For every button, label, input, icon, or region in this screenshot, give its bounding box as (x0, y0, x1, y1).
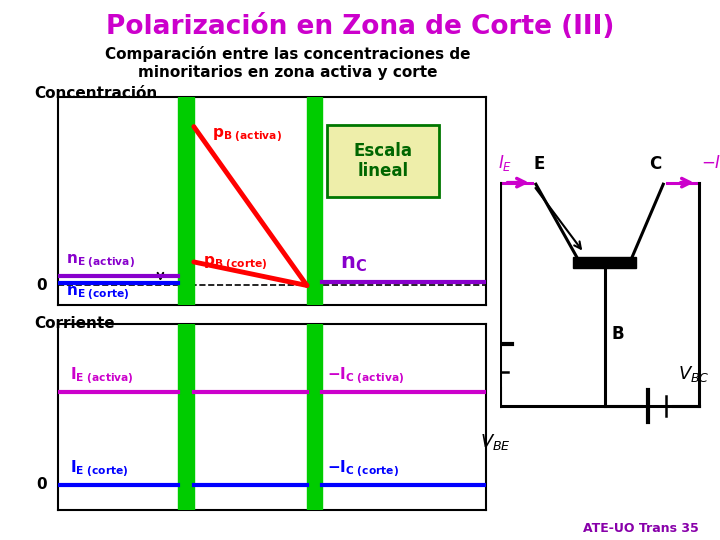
FancyBboxPatch shape (328, 125, 439, 197)
Text: $\mathbf{n_C}$: $\mathbf{n_C}$ (341, 254, 367, 274)
Text: Escala
lineal: Escala lineal (354, 141, 413, 180)
Text: $\mathbf{p_{B\ (activa)}}$: $\mathbf{p_{B\ (activa)}}$ (212, 127, 282, 145)
Text: $I_E$: $I_E$ (498, 153, 513, 173)
Text: ATE-UO Trans 35: ATE-UO Trans 35 (582, 522, 698, 535)
Bar (307, 97, 323, 305)
Text: $\mathbf{I_{E\ (activa)}}$: $\mathbf{I_{E\ (activa)}}$ (71, 365, 134, 387)
Text: C: C (649, 155, 661, 173)
Text: $\mathbf{I_{E\ (corte)}}$: $\mathbf{I_{E\ (corte)}}$ (71, 458, 129, 480)
Text: 0: 0 (36, 278, 47, 293)
Bar (307, 324, 323, 510)
Bar (179, 324, 194, 510)
Text: $V_{BE}$: $V_{BE}$ (480, 431, 510, 451)
Text: $-I_C$: $-I_C$ (701, 153, 720, 173)
Bar (574, 257, 636, 268)
Text: E: E (534, 155, 545, 173)
Text: B: B (611, 325, 624, 343)
Text: $\mathbf{p_{B\ (corte)}}$: $\mathbf{p_{B\ (corte)}}$ (203, 254, 268, 273)
Text: 0: 0 (36, 477, 47, 492)
Bar (179, 97, 194, 305)
Text: $\mathbf{-I_{C\ (corte)}}$: $\mathbf{-I_{C\ (corte)}}$ (328, 458, 400, 480)
Text: $V_{BC}$: $V_{BC}$ (678, 364, 710, 384)
Text: Comparación entre las concentraciones de: Comparación entre las concentraciones de (105, 46, 471, 62)
Text: Polarización en Zona de Corte (III): Polarización en Zona de Corte (III) (106, 14, 614, 39)
Text: Concentración: Concentración (35, 86, 158, 102)
Text: $\mathbf{-I_{C\ (activa)}}$: $\mathbf{-I_{C\ (activa)}}$ (328, 365, 405, 387)
Text: $\mathbf{n_{E\ (activa)}}$: $\mathbf{n_{E\ (activa)}}$ (66, 252, 135, 271)
Text: $\mathbf{n_{E\ (corte)}}$: $\mathbf{n_{E\ (corte)}}$ (66, 285, 130, 303)
Text: minoritarios en zona activa y corte: minoritarios en zona activa y corte (138, 65, 438, 80)
Text: Corriente: Corriente (35, 316, 115, 331)
